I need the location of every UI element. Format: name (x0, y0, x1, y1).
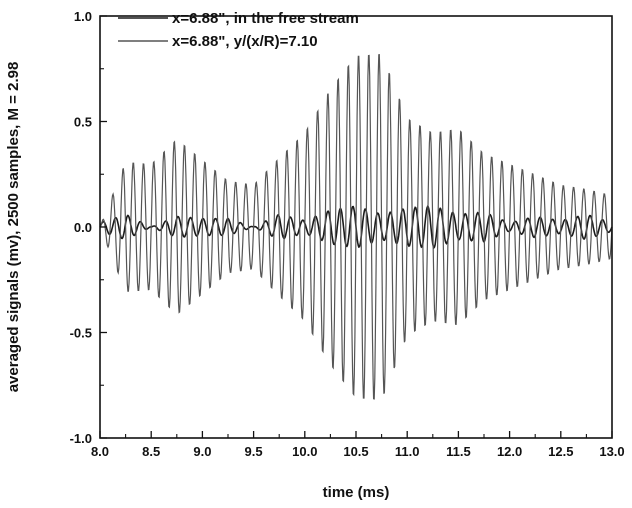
y-tick-label: -0.5 (70, 326, 92, 341)
axis-ticks (99, 15, 613, 439)
legend: x=6.88", in the free stream x=6.88", y/(… (118, 10, 359, 50)
series-line-1 (99, 53, 613, 400)
y-tick-label: 0.5 (74, 115, 92, 130)
x-tick-label: 9.5 (245, 444, 263, 459)
x-tick-label: 9.0 (193, 444, 211, 459)
x-tick-label: 8.5 (142, 444, 160, 459)
x-tick-label: 11.0 (395, 444, 420, 459)
legend-label-y-ratio: x=6.88", y/(x/R)=7.10 (172, 33, 318, 50)
x-tick-label: 10.5 (343, 444, 368, 459)
x-tick-label: 12.0 (497, 444, 522, 459)
legend-label-free-stream: x=6.88", in the free stream (172, 10, 359, 27)
x-tick-label: 10.0 (292, 444, 317, 459)
series-lines (99, 53, 613, 400)
x-axis-title: time (ms) (323, 484, 390, 501)
tick-labels: 8.0 8.5 9.0 9.5 10.0 10.5 11.0 11.5 12.0 12.5 13.0… (70, 9, 625, 459)
x-tick-label: 8.0 (91, 444, 109, 459)
x-tick-label: 13.0 (599, 444, 624, 459)
x-tick-label: 11.5 (446, 444, 471, 459)
y-tick-label: 0.0 (74, 220, 92, 235)
y-tick-label: -1.0 (70, 431, 92, 446)
x-tick-label: 12.5 (548, 444, 573, 459)
y-tick-label: 1.0 (74, 9, 92, 24)
y-axis-title: averaged signals (mv), 2500 samples, M =… (5, 62, 22, 393)
